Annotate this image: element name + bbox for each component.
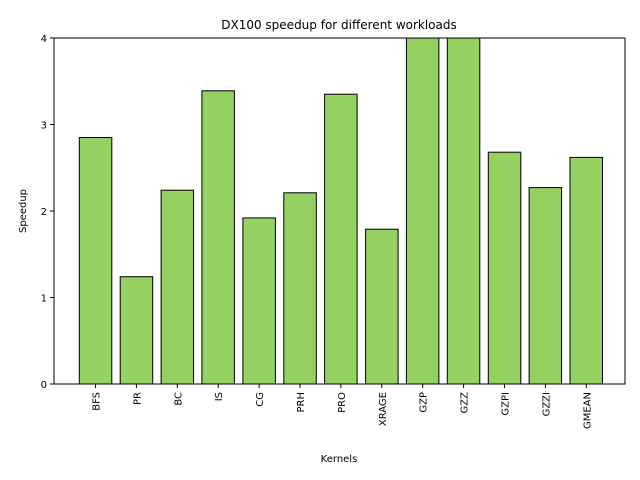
bar-bfs — [78, 137, 113, 385]
bar-pr — [119, 276, 154, 385]
y-tick-label: 4 — [41, 34, 47, 45]
bar-gzzi — [528, 187, 563, 385]
bars-group — [78, 37, 603, 385]
x-tick-label: GZZI — [541, 392, 552, 416]
x-tick-label: GZP — [419, 392, 430, 413]
bar-gzp — [405, 37, 440, 385]
y-axis: 0 1 2 3 4 — [41, 34, 54, 391]
x-tick-label: PR — [132, 392, 143, 405]
x-axis-label: Kernels — [321, 454, 358, 465]
x-tick-label: CG — [255, 392, 266, 407]
x-tick-label: GZPI — [501, 392, 512, 416]
bar-prh — [283, 192, 317, 385]
y-tick-label: 0 — [41, 380, 47, 391]
x-tick-label: GZZ — [460, 392, 471, 414]
x-tick-label: PRO — [337, 392, 348, 413]
bar-is — [201, 90, 235, 385]
x-tick-label: BFS — [92, 392, 103, 411]
bar-cg — [242, 217, 276, 385]
x-tick-label: IS — [214, 392, 225, 401]
chart-title: DX100 speedup for different workloads — [221, 18, 457, 32]
bar-pro — [324, 93, 358, 385]
y-tick-label: 2 — [41, 207, 47, 218]
bar-xrage — [365, 228, 399, 385]
bar-gzpi — [487, 151, 522, 385]
bar-gzz — [446, 37, 481, 385]
x-axis: BFS PR BC IS CG PRH PRO XRAGE GZP GZZ GZPI GZZI GMEA… — [92, 384, 593, 429]
bar-gmean — [569, 156, 603, 385]
x-tick-label: PRH — [296, 392, 307, 413]
y-tick-label: 1 — [41, 294, 47, 305]
x-tick-label: BC — [173, 392, 184, 406]
y-tick-label: 3 — [41, 121, 47, 132]
x-tick-label: GMEAN — [582, 392, 593, 429]
bar-bc — [160, 189, 195, 385]
x-tick-label: XRAGE — [378, 392, 389, 426]
y-axis-label: Speedup — [18, 189, 29, 233]
